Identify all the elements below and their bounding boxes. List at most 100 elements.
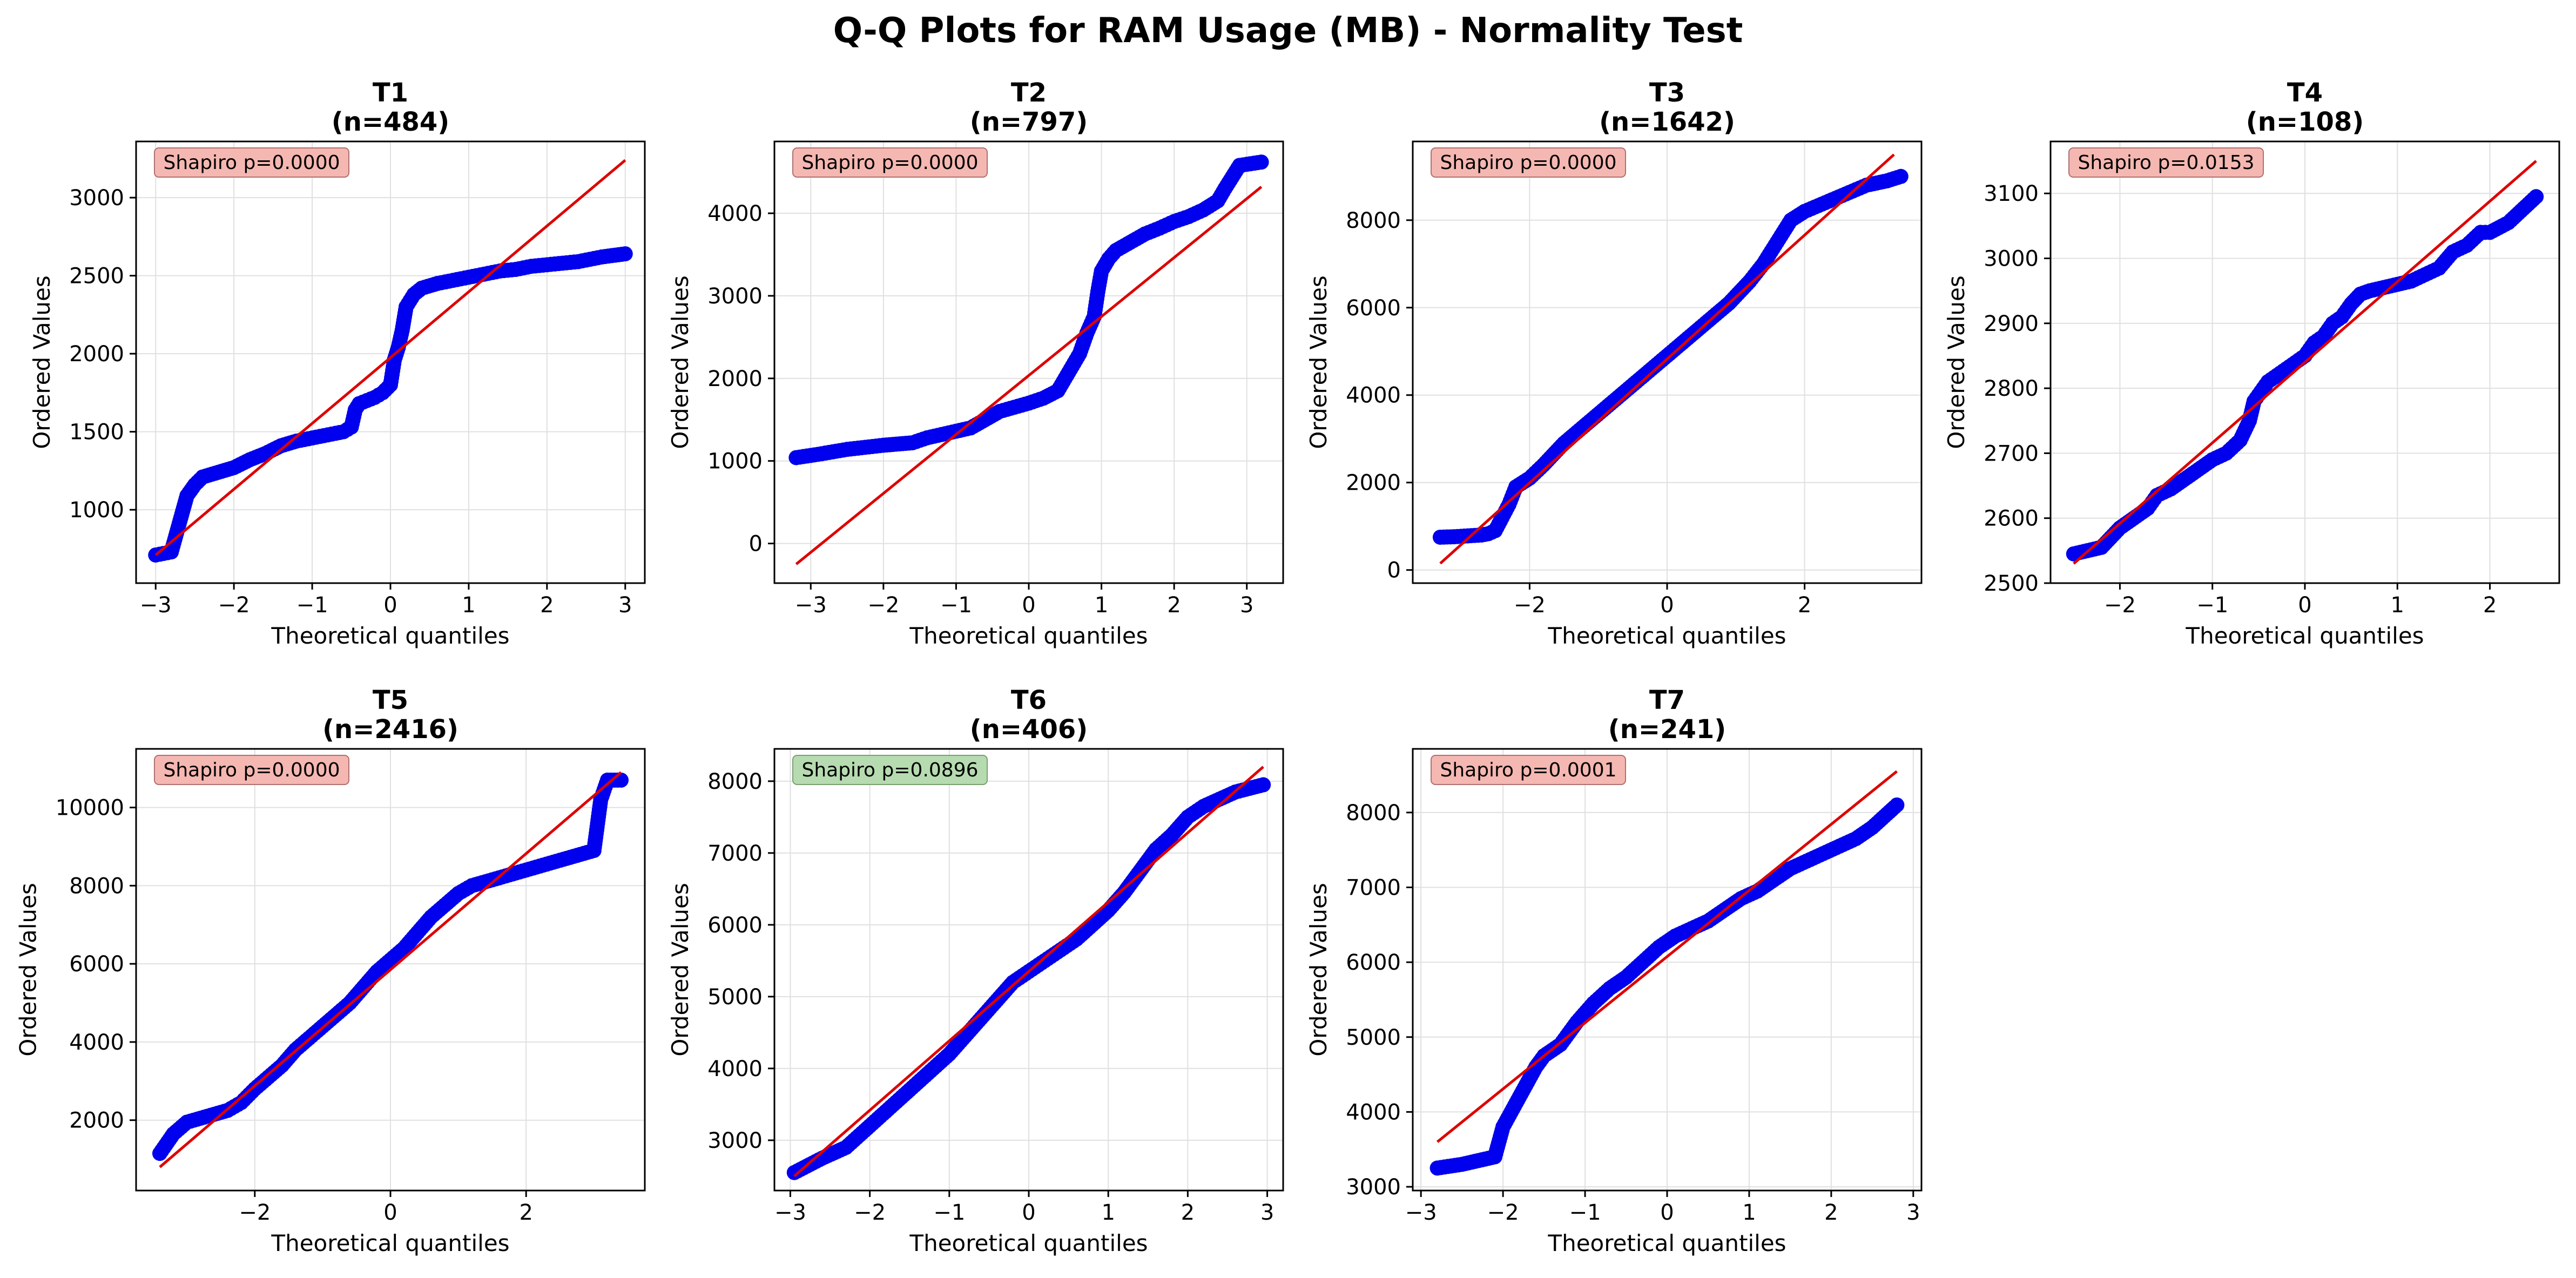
- shapiro-p-value: Shapiro p=0.0001: [1440, 759, 1616, 781]
- y-tick-label: 5000: [1346, 1025, 1401, 1050]
- qq-point: [2403, 273, 2419, 289]
- y-tick-label: 8000: [707, 769, 763, 794]
- qq-point: [166, 1126, 181, 1142]
- qq-point: [545, 854, 561, 870]
- qq-point: [320, 427, 336, 443]
- qq-point: [343, 419, 359, 435]
- qq-point: [289, 433, 305, 449]
- x-tick-label: 0: [1022, 593, 1035, 618]
- qq-point: [1520, 1074, 1535, 1090]
- qq-point: [1021, 395, 1036, 411]
- y-tick-label: 2900: [1984, 312, 2039, 336]
- shapiro-badge: [154, 147, 349, 178]
- x-tick-label: 0: [1660, 593, 1674, 618]
- x-tick-label: 3: [1240, 593, 1253, 618]
- qq-point: [394, 322, 410, 338]
- shapiro-badge: [154, 755, 349, 785]
- panel-title: T4: [2287, 78, 2323, 108]
- qq-point: [523, 259, 539, 274]
- qq-fit-line: [1437, 770, 1898, 1143]
- x-tick-label: 2: [1167, 593, 1181, 618]
- qq-point: [1797, 204, 1812, 219]
- qq-point: [437, 897, 453, 913]
- plot-data: [148, 159, 633, 563]
- x-tick-label: −3: [1405, 1200, 1437, 1225]
- y-tick-label: 1500: [69, 420, 124, 445]
- qq-point: [1123, 234, 1138, 250]
- panel-title: T1: [373, 78, 408, 108]
- x-tick-label: 2: [519, 1200, 532, 1225]
- qq-point: [1569, 1015, 1584, 1030]
- qq-point: [1602, 981, 1617, 996]
- x-tick-label: −2: [239, 1200, 271, 1225]
- qq-point: [2233, 432, 2248, 448]
- x-tick-label: −3: [795, 593, 827, 618]
- qq-point: [2316, 328, 2331, 344]
- x-axis-label: Theoretical quantiles: [271, 623, 509, 649]
- qq-point: [1848, 831, 1864, 847]
- qq-point: [539, 257, 555, 273]
- qq-point: [2528, 189, 2544, 205]
- shapiro-p-value: Shapiro p=0.0000: [801, 152, 978, 174]
- qq-point: [593, 792, 609, 808]
- qq-point: [193, 1111, 208, 1126]
- plot-data: [786, 766, 1271, 1180]
- qq-fit-line: [795, 186, 1263, 565]
- qq-point: [1487, 523, 1503, 538]
- qq-point: [2431, 260, 2447, 276]
- qq-point: [461, 269, 476, 285]
- qq-point: [825, 444, 840, 459]
- qq-panels: −3 −2 −1 0 1 2 310001500200025003000Theoretica…: [15, 78, 2560, 1256]
- qq-point: [1037, 953, 1053, 969]
- qq-point: [305, 430, 320, 446]
- qq-point: [894, 1090, 909, 1105]
- qq-point: [1893, 168, 1909, 184]
- qq-point: [445, 273, 461, 288]
- x-axis-label: Theoretical quantiles: [2185, 623, 2424, 649]
- qq-point: [398, 299, 414, 315]
- x-tick-label: 3: [1906, 1200, 1920, 1225]
- plot-data: [1429, 770, 1905, 1176]
- plot-data: [788, 154, 1269, 565]
- panel-subtitle: (n=406): [970, 714, 1088, 745]
- figure-title: Q-Q Plots for RAM Usage (MB) - Normality…: [833, 11, 1743, 51]
- qq-point: [1137, 226, 1153, 242]
- qq-point: [369, 964, 385, 979]
- qq-point: [1181, 209, 1197, 225]
- qq-point: [383, 377, 398, 393]
- qq-point: [572, 847, 588, 862]
- qq-point: [1132, 863, 1148, 879]
- qq-point: [152, 1146, 167, 1161]
- qq-point: [2218, 445, 2234, 461]
- panel-title: T3: [1649, 78, 1685, 108]
- y-tick-label: 4000: [1346, 1100, 1401, 1125]
- qq-point: [2459, 238, 2474, 253]
- y-tick-label: 1000: [707, 449, 763, 474]
- qq-point: [2251, 387, 2267, 403]
- shapiro-badge: [1431, 755, 1626, 785]
- panel-subtitle: (n=2416): [322, 714, 458, 745]
- qq-point: [1148, 842, 1164, 857]
- x-tick-label: −1: [933, 1200, 965, 1225]
- qq-point: [2242, 413, 2257, 429]
- qq-point: [617, 246, 633, 262]
- qq-point: [1817, 195, 1833, 211]
- x-tick-label: 3: [1260, 1200, 1274, 1225]
- panel-title: T7: [1649, 685, 1685, 715]
- qq-point: [1196, 799, 1211, 814]
- qq-point: [2445, 244, 2461, 260]
- x-axis-label: Theoretical quantiles: [271, 1230, 509, 1256]
- x-tick-label: 0: [2298, 593, 2311, 618]
- x-tick-label: −2: [867, 593, 899, 618]
- y-axis-label: Ordered Values: [1943, 275, 1970, 449]
- qq-point: [1638, 366, 1654, 381]
- y-tick-label: 2800: [1984, 376, 2039, 401]
- qq-point: [414, 280, 429, 296]
- panel-subtitle: (n=484): [332, 107, 449, 137]
- x-tick-label: 2: [1181, 1200, 1195, 1225]
- qq-point: [1432, 529, 1448, 545]
- qq-point: [1460, 528, 1475, 544]
- qq-point: [1152, 220, 1168, 236]
- y-axis-label: Ordered Values: [667, 275, 693, 449]
- qq-panel-T3: −2 0 2 0 2000 4000 6000 8000 Theoretical quantil…: [1305, 78, 1923, 649]
